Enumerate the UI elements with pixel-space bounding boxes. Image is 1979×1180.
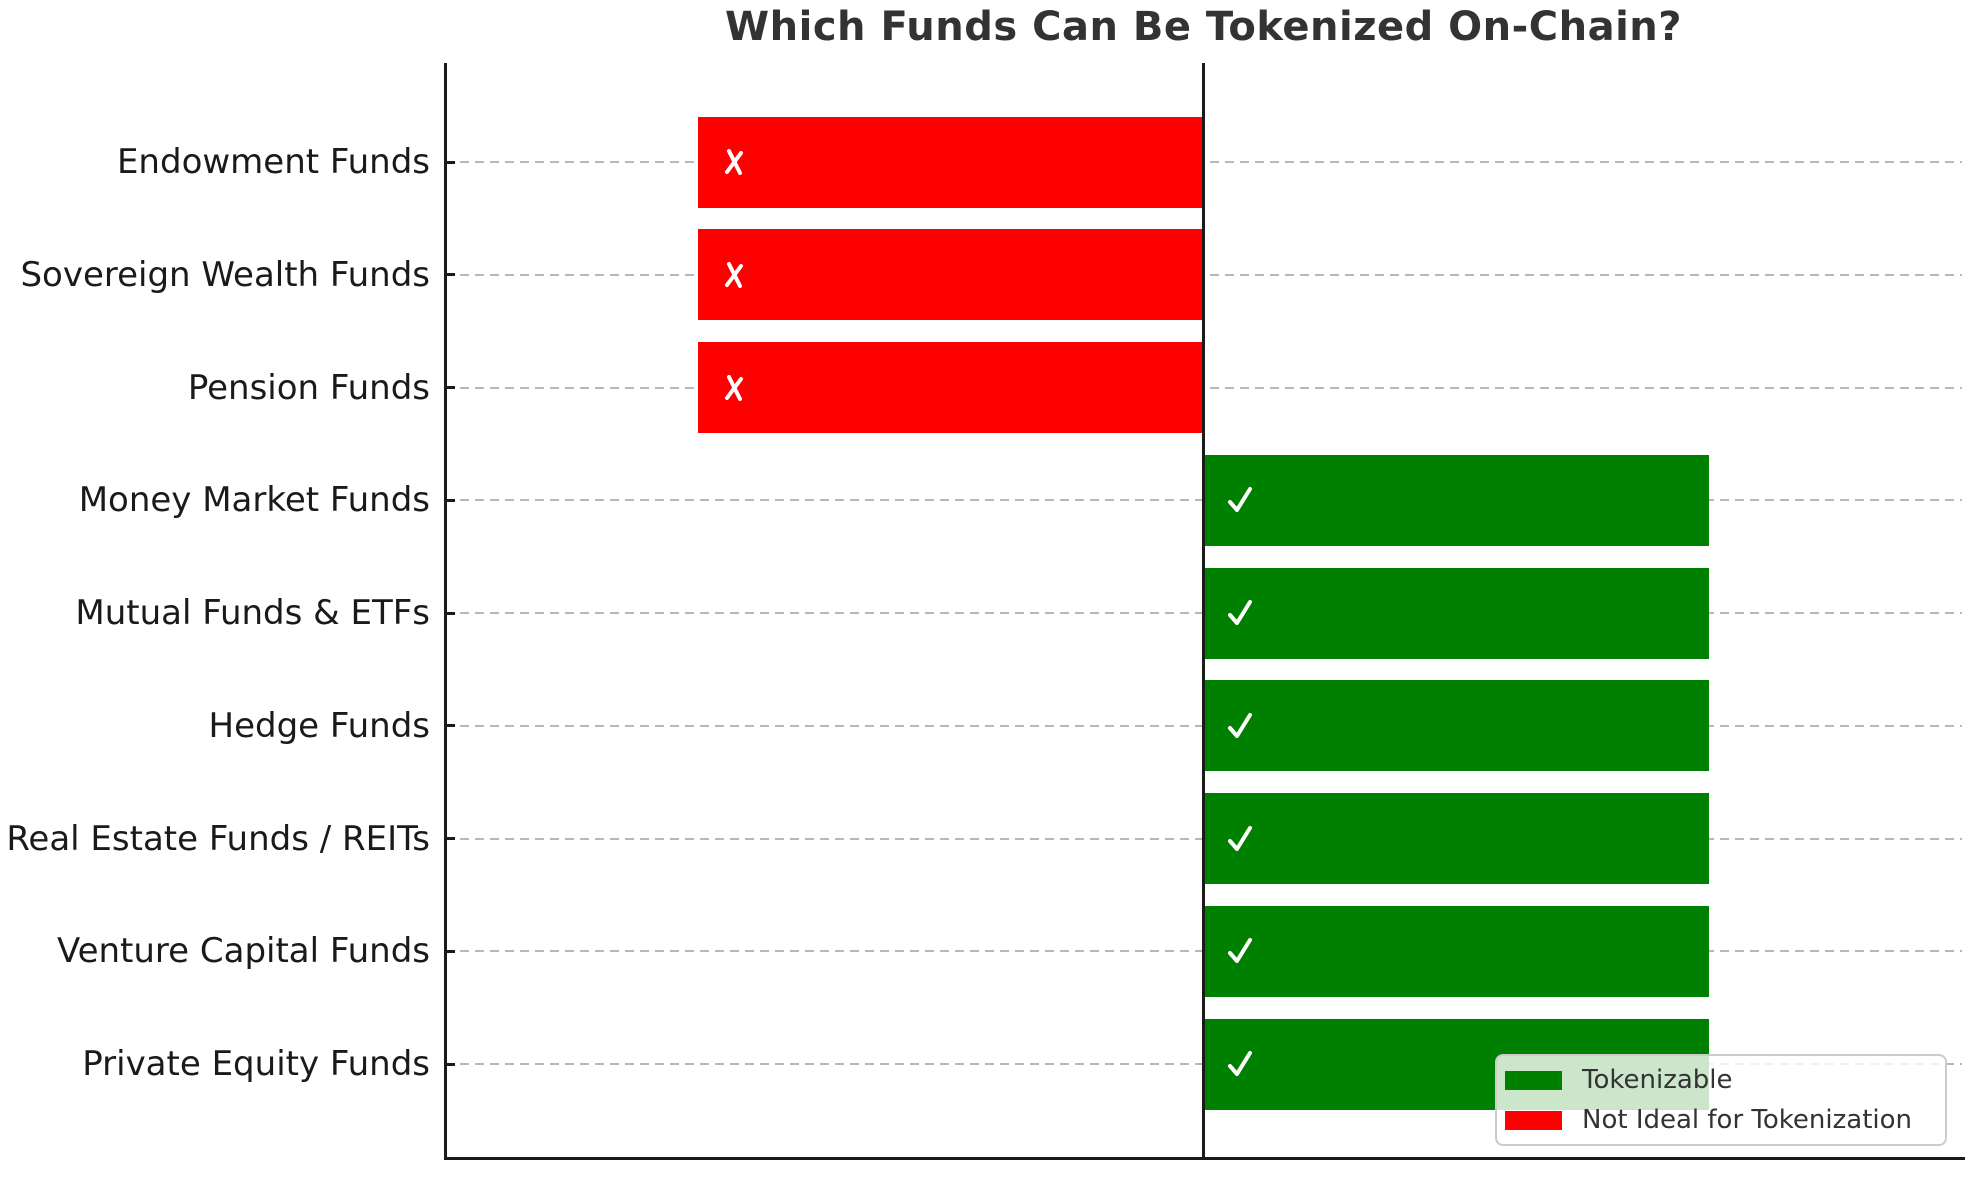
check-icon [1225,936,1255,966]
legend-item-tokenizable: Tokenizable [1497,1060,1945,1100]
category-label-endowment-funds: Endowment Funds [116,142,430,182]
bar-mutual-funds-etfs [1203,567,1709,659]
y-axis-tick [446,949,455,953]
y-axis-tick [446,160,455,164]
category-label-mutual-funds-etfs: Mutual Funds & ETFs [75,593,430,633]
bar-pension-funds [698,342,1204,433]
cross-icon [719,260,749,290]
bar-venture-capital-funds [1203,905,1709,997]
center-divider-line [1202,63,1205,1158]
check-icon [1225,598,1255,628]
category-label-money-market-funds: Money Market Funds [78,480,430,521]
legend-item-not-ideal-for-tokenization: Not Ideal for Tokenization [1497,1100,1945,1140]
legend-label: Tokenizable [1582,1065,1733,1095]
category-label-real-estate-funds-reits: Real Estate Funds / REITs [6,818,430,859]
check-icon [1225,711,1255,741]
legend: Tokenizable Not Ideal for Tokenization [1495,1054,1947,1146]
cross-icon [719,147,749,177]
y-axis-tick [446,1062,455,1066]
bar-endowment-funds [698,116,1204,208]
legend-swatch-tokenizable [1505,1070,1562,1090]
legend-label: Not Ideal for Tokenization [1582,1105,1913,1135]
x-axis-spine [444,1157,1965,1160]
y-axis-spine [444,63,447,1160]
chart-title: Which Funds Can Be Tokenized On-Chain? [725,4,1682,50]
category-label-hedge-funds: Hedge Funds [208,705,430,746]
bar-hedge-funds [1203,680,1709,772]
category-label-private-equity-funds: Private Equity Funds [82,1044,430,1084]
y-axis-tick [446,498,455,502]
check-icon [1225,1049,1255,1079]
y-axis-tick [446,386,455,389]
category-label-venture-capital-funds: Venture Capital Funds [56,931,430,972]
check-icon [1225,824,1255,854]
y-axis-tick [446,273,455,277]
bar-real-estate-funds-reits [1203,793,1709,884]
check-icon [1225,485,1255,515]
y-axis-tick [446,724,455,728]
legend-swatch-not-ideal-for-tokenization [1505,1110,1562,1130]
cross-icon [719,373,749,403]
bar-sovereign-wealth-funds [698,229,1204,321]
category-label-sovereign-wealth-funds: Sovereign Wealth Funds [20,254,430,295]
bar-money-market-funds [1203,454,1709,546]
y-axis-tick [446,611,455,615]
category-label-pension-funds: Pension Funds [187,367,430,408]
y-axis-tick [446,837,455,840]
